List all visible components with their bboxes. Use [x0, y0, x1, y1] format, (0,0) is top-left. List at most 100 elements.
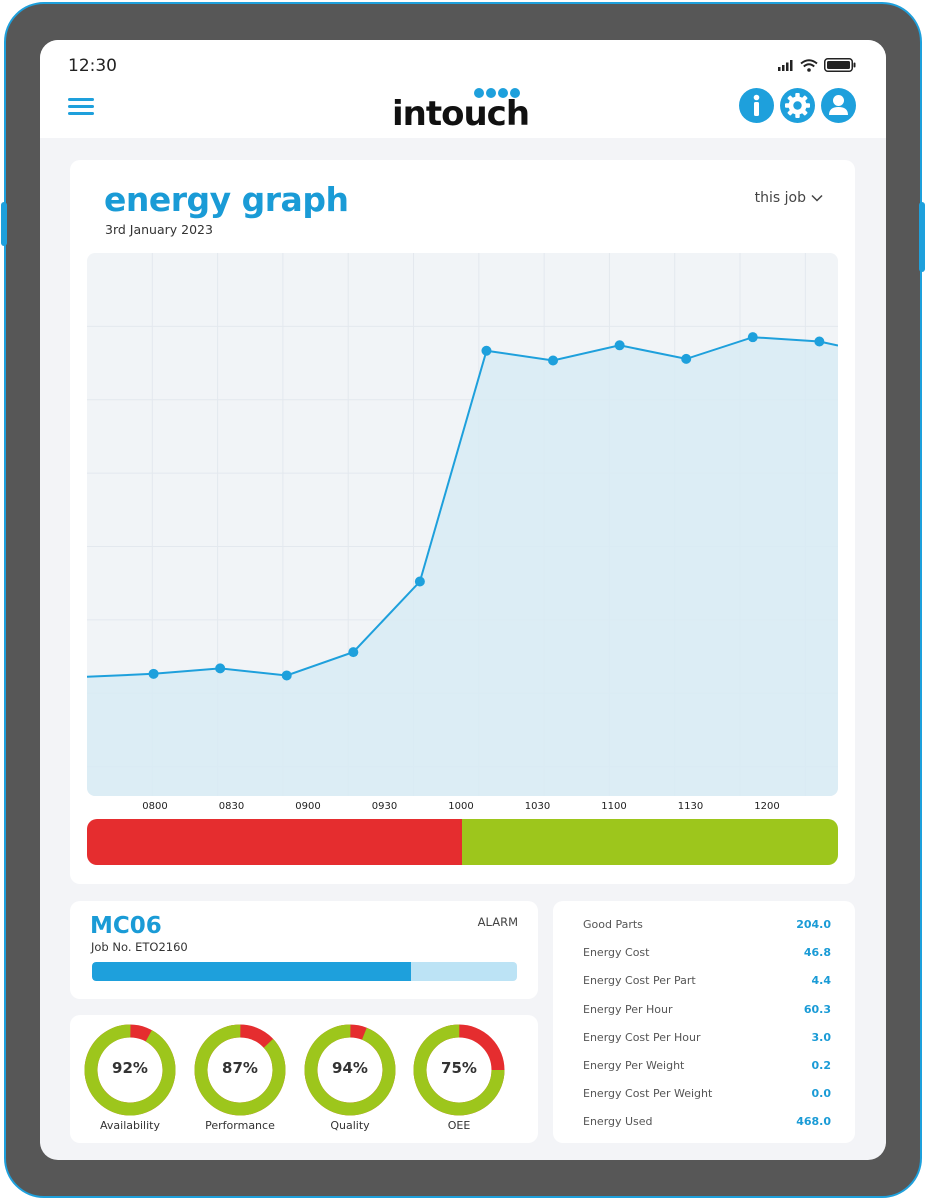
job-number: Job No. ETO2160 — [91, 940, 188, 954]
status-time: 12:30 — [68, 56, 117, 76]
status-strip — [87, 819, 838, 865]
chart-data-point[interactable] — [614, 340, 625, 351]
stat-label: Energy Per Weight — [583, 1059, 685, 1072]
kpi-donut-value — [413, 1024, 505, 1116]
x-tick-label: 1200 — [754, 801, 780, 812]
graph-title: energy graph — [104, 180, 349, 219]
intouch-logo: intouch — [392, 88, 534, 134]
stat-label: Energy Cost — [583, 946, 650, 960]
kpi-label: Availability — [100, 1119, 160, 1132]
range-select-label: this job — [754, 190, 806, 206]
stat-row: Energy Per Weight 0.2 — [583, 1059, 831, 1077]
volume-button — [1, 202, 7, 246]
kpi-value: 94% — [332, 1059, 368, 1077]
job-progress-fill — [92, 962, 411, 981]
stat-label: Energy Cost Per Part — [583, 974, 696, 988]
kpi-value: 87% — [222, 1059, 258, 1077]
stat-row: Energy Per Hour 60.3 — [583, 1003, 831, 1021]
stat-row: Energy Cost Per Part 4.4 — [583, 974, 831, 992]
x-tick-label: 1100 — [601, 801, 627, 812]
stat-value: 0.2 — [811, 1059, 832, 1072]
kpi-availability[interactable]: 92% Availability — [75, 1023, 185, 1132]
chart-data-point[interactable] — [348, 647, 359, 658]
x-tick-label: 1130 — [677, 801, 704, 812]
logo-dots — [474, 88, 520, 98]
stat-label: Energy Cost Per Weight — [583, 1087, 713, 1101]
x-tick-label: 0800 — [142, 801, 168, 812]
chart-area-fill — [87, 337, 838, 796]
chart-data-point[interactable] — [548, 355, 559, 366]
status-strip-running — [461, 819, 838, 865]
stat-row: Good Parts 204.0 — [583, 918, 831, 936]
energy-chart — [87, 253, 838, 796]
power-button — [919, 202, 925, 272]
stat-value: 204.0 — [796, 918, 831, 931]
kpi-donut-value — [84, 1024, 176, 1116]
chart-data-point[interactable] — [148, 668, 159, 679]
app-header: 12:30 intouch — [40, 40, 886, 138]
graph-date: 3rd January 2023 — [105, 222, 213, 237]
chart-svg — [87, 253, 838, 796]
chart-data-point[interactable] — [681, 353, 692, 364]
chart-plot-area — [87, 253, 838, 796]
stat-row: Energy Cost Per Hour 3.0 — [583, 1031, 831, 1049]
job-progress-bar — [92, 962, 517, 981]
x-axis-ticks: 0800 0830 0900 0930 1000 1030 1100 1130 1200 — [87, 801, 838, 817]
kpi-value: 75% — [441, 1059, 477, 1077]
x-tick-label: 1030 — [524, 801, 551, 812]
tablet-screen: 12:30 intouch — [40, 40, 886, 1160]
stat-label: Energy Per Hour — [583, 1002, 673, 1016]
chart-data-point[interactable] — [414, 576, 425, 587]
chart-data-point[interactable] — [747, 332, 758, 343]
energy-graph-card: energy graph 3rd January 2023 this job 0… — [70, 160, 855, 884]
x-tick-label: 1000 — [448, 801, 474, 812]
kpi-donut — [194, 1024, 286, 1116]
kpi-donut — [84, 1024, 176, 1116]
stat-value: 3.0 — [811, 1030, 832, 1044]
logo-text: intouch — [392, 94, 530, 134]
stat-row: Energy Cost Per Weight 0.0 — [583, 1087, 831, 1105]
wifi-icon — [800, 58, 818, 72]
chart-data-point[interactable] — [281, 670, 292, 681]
gear-icon[interactable] — [780, 88, 815, 123]
stat-row: Energy Used 468.0 — [583, 1115, 831, 1133]
stat-value: 468.0 — [796, 1115, 831, 1129]
x-tick-label: 0830 — [218, 801, 245, 812]
hamburger-icon[interactable] — [68, 96, 96, 116]
range-select[interactable]: this job — [755, 190, 823, 206]
kpi-label: Performance — [205, 1119, 275, 1132]
chart-data-point[interactable] — [215, 663, 226, 674]
stat-label: Good Parts — [583, 918, 643, 931]
kpi-donut — [304, 1024, 396, 1116]
kpi-donut — [413, 1024, 505, 1116]
user-icon[interactable] — [821, 88, 856, 123]
x-tick-label: 0900 — [295, 801, 321, 812]
status-icons — [778, 58, 856, 72]
kpi-donut-value — [304, 1024, 396, 1116]
chevron-down-icon — [811, 194, 823, 202]
stat-value: 60.3 — [803, 1002, 831, 1016]
kpi-card: 92% Availability 87% Performance 94% Quality 7… — [70, 1015, 538, 1143]
stats-card: Good Parts 204.0 Energy Cost 46.8 Energy Cos… — [553, 901, 855, 1143]
stat-label: Energy Used — [583, 1115, 653, 1129]
info-icon[interactable] — [739, 88, 774, 123]
stat-row: Energy Cost 46.8 — [583, 946, 831, 964]
kpi-quality[interactable]: 94% Quality — [295, 1023, 405, 1132]
chart-data-point[interactable] — [814, 336, 825, 347]
status-strip-alarm — [87, 819, 462, 865]
stat-value: 46.8 — [803, 946, 831, 960]
kpi-performance[interactable]: 87% Performance — [185, 1023, 295, 1132]
stat-value: 0.0 — [811, 1087, 832, 1101]
chart-data-point[interactable] — [481, 345, 492, 356]
machine-card[interactable]: MC06 Job No. ETO2160 ALARM — [70, 901, 538, 999]
kpi-label: Quality — [330, 1119, 370, 1132]
signal-icon — [778, 59, 793, 71]
header-actions — [739, 88, 856, 123]
stat-value: 4.4 — [811, 974, 832, 988]
machine-name: MC06 — [90, 913, 162, 939]
kpi-label: OEE — [447, 1119, 471, 1132]
machine-status: ALARM — [477, 915, 518, 929]
stat-label: Energy Cost Per Hour — [583, 1030, 701, 1044]
battery-icon — [824, 58, 856, 72]
kpi-oee[interactable]: 75% OEE — [404, 1023, 514, 1132]
